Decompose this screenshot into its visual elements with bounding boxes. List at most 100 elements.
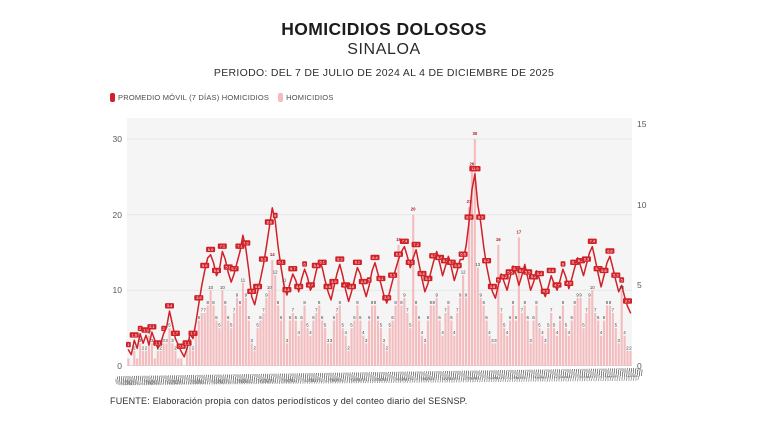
bar-value-label: 5 bbox=[565, 323, 568, 328]
avg-value-label: 5 bbox=[621, 277, 623, 282]
bar bbox=[215, 320, 218, 366]
avg-value-label: 5.7 bbox=[595, 266, 600, 271]
page-title: HOMICIDIOS DOLOSOS bbox=[281, 19, 487, 39]
bar-value-label: 9 bbox=[403, 292, 406, 297]
bar-value-label: 30 bbox=[473, 131, 478, 136]
bar-value-label: 4 bbox=[488, 330, 491, 335]
bar-value-label: 5 bbox=[230, 323, 233, 328]
bar-value-label: 11 bbox=[241, 277, 246, 282]
bar bbox=[388, 328, 391, 366]
period-label: PERIODO: DEL 7 DE JULIO DE 2024 AL 4 DE … bbox=[213, 67, 555, 79]
bar-value-label: 6 bbox=[198, 315, 201, 320]
legend-item-promedio-movil: PROMEDIO MÓVIL (7 DÍAS) HOMICIDIOS bbox=[110, 93, 269, 102]
legend-label: PROMEDIO MÓVIL (7 DÍAS) HOMICIDIOS bbox=[118, 93, 270, 102]
bar bbox=[162, 343, 165, 366]
bar-value-label: 2 bbox=[626, 345, 629, 350]
bar-value-label: 5 bbox=[306, 323, 309, 328]
bar bbox=[168, 328, 171, 366]
bar-value-label: 8 bbox=[212, 300, 215, 305]
bar bbox=[456, 313, 459, 366]
bar-value-label: 6 bbox=[438, 315, 441, 320]
bar bbox=[306, 328, 309, 366]
bar bbox=[541, 335, 544, 366]
bar bbox=[271, 260, 274, 366]
bar bbox=[567, 335, 570, 366]
bar bbox=[441, 335, 444, 366]
bar-value-label: 6 bbox=[515, 315, 518, 320]
bar bbox=[418, 320, 421, 366]
avg-value-label: 1.7 bbox=[173, 331, 178, 336]
bar-value-label: 2 bbox=[186, 345, 189, 350]
bar-value-label: 6 bbox=[300, 315, 303, 320]
bar-value-label: 7 bbox=[406, 308, 409, 313]
bar-value-label: 2 bbox=[629, 345, 632, 350]
bar-value-label: 5 bbox=[615, 323, 618, 328]
bar bbox=[465, 297, 468, 366]
bar bbox=[318, 305, 321, 366]
bar-value-label: 6 bbox=[418, 315, 421, 320]
bar-value-label: 8 bbox=[447, 300, 450, 305]
bar bbox=[509, 320, 512, 366]
bar bbox=[256, 328, 259, 366]
bar bbox=[338, 305, 341, 366]
bar-value-label: 5 bbox=[324, 323, 327, 328]
avg-value-label: 5.3 bbox=[613, 273, 618, 278]
bar bbox=[523, 305, 526, 366]
bar-value-label: 3 bbox=[494, 338, 497, 343]
avg-value-label: 4.3 bbox=[543, 289, 548, 294]
bar bbox=[362, 335, 365, 366]
bar-value-label: 10 bbox=[619, 285, 624, 290]
bar bbox=[335, 313, 338, 366]
bar-value-label: 9 bbox=[588, 292, 591, 297]
avg-value-label: 4.6 bbox=[255, 284, 260, 289]
avg-value-label: 5.4 bbox=[419, 271, 425, 276]
bar bbox=[602, 320, 606, 366]
bar bbox=[450, 320, 453, 366]
avg-value-label: 6.3 bbox=[261, 257, 266, 262]
bar bbox=[394, 305, 397, 366]
bar-value-label: 9 bbox=[265, 292, 268, 297]
bar bbox=[591, 290, 594, 366]
bar-value-label: 7 bbox=[315, 308, 318, 313]
bar bbox=[429, 305, 432, 366]
bar-value-label: 8 bbox=[400, 300, 403, 305]
avg-value-label: 5 bbox=[368, 277, 370, 282]
bar-value-label: 3 bbox=[365, 338, 368, 343]
bar bbox=[368, 320, 371, 366]
bar bbox=[544, 343, 547, 366]
avg-value-label: 1.1 bbox=[184, 340, 189, 345]
bar-value-label: 3 bbox=[424, 338, 427, 343]
bar-value-label: 8 bbox=[609, 300, 612, 305]
bar-value-label: 3 bbox=[330, 338, 333, 343]
bar-value-label: 6 bbox=[559, 315, 562, 320]
bar-value-label: 7 bbox=[262, 308, 265, 313]
bar bbox=[136, 358, 139, 366]
bar bbox=[150, 343, 153, 366]
avg-value-label: 5 bbox=[497, 277, 499, 282]
bar bbox=[241, 282, 244, 366]
bar-value-label: 4 bbox=[298, 330, 301, 335]
bar bbox=[623, 335, 626, 366]
bar-value-label: 4 bbox=[506, 330, 509, 335]
bar-value-label: 2 bbox=[254, 345, 257, 350]
bar-value-label: 3 bbox=[286, 338, 289, 343]
bar bbox=[579, 297, 582, 366]
avg-value-label: 6.6 bbox=[460, 252, 465, 257]
page-subtitle: SINALOA bbox=[347, 41, 421, 58]
avg-value-label: 6.3 bbox=[337, 257, 342, 262]
bar-value-label: 8 bbox=[374, 300, 377, 305]
left-y-axis: 0 10 20 30 bbox=[92, 118, 122, 371]
bar-value-label: 6 bbox=[321, 315, 324, 320]
bar bbox=[235, 297, 239, 366]
avg-value-label: 6.4 bbox=[372, 255, 378, 260]
bar-value-label: 6 bbox=[353, 315, 356, 320]
bar-value-label: 2 bbox=[160, 345, 163, 350]
bar bbox=[189, 343, 192, 366]
bar-value-label: 6 bbox=[259, 315, 262, 320]
bar-value-label: 10 bbox=[208, 285, 213, 290]
bar bbox=[212, 305, 215, 366]
bar-value-label: 7 bbox=[550, 308, 553, 313]
bar-value-label: 8 bbox=[239, 300, 242, 305]
avg-value-label: 2.1 bbox=[149, 324, 154, 329]
bar bbox=[230, 328, 233, 366]
